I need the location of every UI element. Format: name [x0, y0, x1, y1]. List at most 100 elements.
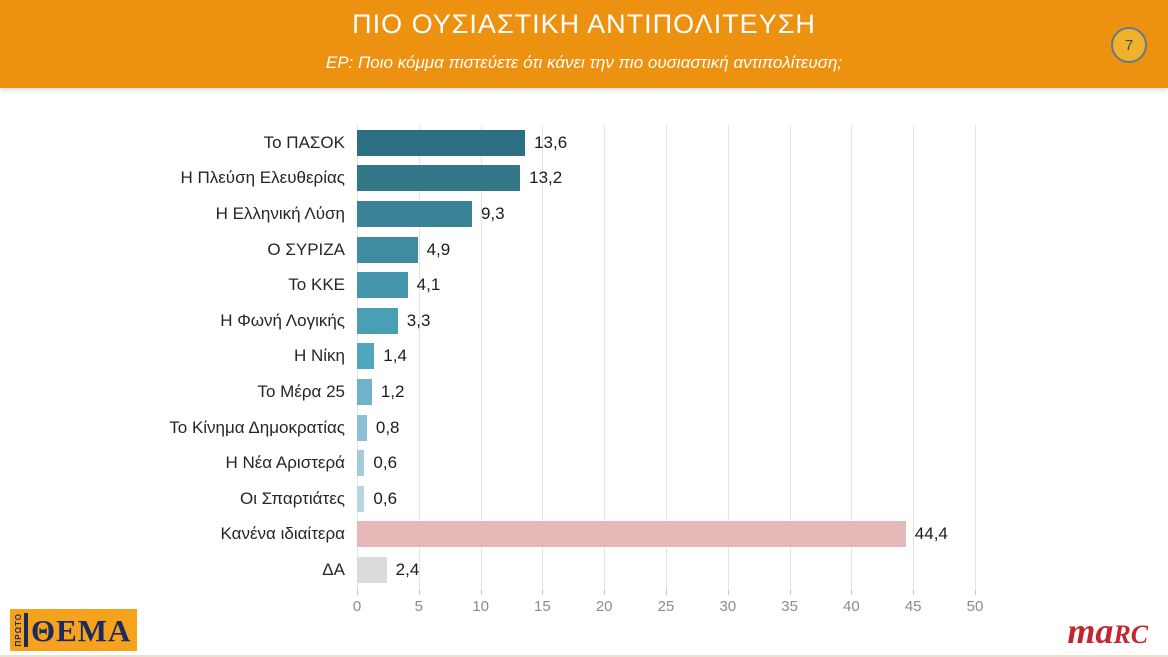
bar — [357, 272, 408, 299]
gridline — [913, 125, 915, 588]
axis-tick — [727, 588, 729, 595]
value-label: 9,3 — [480, 203, 505, 223]
page-number-badge: 7 — [1111, 27, 1147, 63]
axis-tick-label: 45 — [904, 597, 922, 615]
axis-tick — [418, 588, 420, 595]
plot-row: 1,2 — [357, 378, 975, 405]
plot-row: 1,4 — [357, 343, 975, 370]
axis-tick — [975, 588, 976, 595]
bar — [357, 414, 367, 441]
gridline — [789, 125, 791, 588]
value-label: 1,4 — [383, 346, 407, 366]
proto-thema-divider-bar — [24, 613, 28, 647]
bar-row: Το Μέρα 25 1,2 — [0, 374, 1168, 410]
plot-row: 13,2 — [357, 165, 975, 192]
axis-tick — [604, 588, 606, 595]
bar-row: Κανένα ιδιαίτερα 44,4 — [0, 517, 1168, 553]
axis-tick-label: 35 — [781, 597, 798, 615]
axis-tick-label: 5 — [414, 597, 423, 615]
category-label: Το Κίνημα Δημοκρατίας — [169, 417, 345, 437]
plot-row: 3,3 — [357, 307, 975, 334]
gridline — [975, 125, 976, 588]
plot-row: 0,6 — [357, 485, 975, 512]
bar-row: Οι Σπαρτιάτες 0,6 — [0, 481, 1168, 517]
value-label: 13,6 — [534, 132, 568, 152]
bar — [357, 378, 372, 405]
bar — [357, 450, 365, 477]
category-label: Η Πλεύση Ελευθερίας — [180, 168, 345, 188]
plot-row: 2,4 — [357, 556, 975, 583]
slide-bottom-edge — [0, 655, 1168, 657]
axis-tick — [480, 588, 482, 595]
axis-tick — [913, 588, 915, 595]
bar-chart: Το ΠΑΣΟΚ 13,6 Η Πλεύση Ελευθερίας 13,2 Η Ελλ… — [0, 125, 1168, 619]
axis-tick-label: 25 — [657, 597, 675, 615]
bar — [357, 343, 375, 370]
bar — [357, 521, 906, 548]
gridline — [542, 125, 544, 588]
value-label: 0,6 — [373, 488, 398, 508]
header-banner: ΠΙΟ ΟΥΣΙΑΣΤΙΚΗ ΑΝΤΙΠΟΛΙΤΕΥΣΗ ΕΡ: Ποιο κό… — [0, 0, 1168, 88]
bar-row: Η Φωνή Λογικής 3,3 — [0, 303, 1168, 339]
value-label: 3,3 — [406, 310, 431, 330]
value-label: 1,2 — [380, 381, 405, 401]
proto-thema-wordmark: ΘΕΜΑ — [31, 612, 132, 648]
bar — [357, 307, 398, 334]
proto-thema-logo: ΠΡΩΤΟ ΘΕΜΑ — [10, 609, 137, 651]
bar — [357, 129, 526, 156]
category-label: ΔΑ — [322, 559, 345, 579]
category-label: Η Νέα Αριστερά — [225, 453, 345, 473]
marc-logo-caps: RC — [1113, 620, 1148, 649]
gridline — [851, 125, 853, 588]
marc-logo: maRC — [1067, 613, 1148, 649]
axis-tick-label: 15 — [534, 597, 551, 615]
bar-row: Η Νίκη 1,4 — [0, 339, 1168, 375]
bar-row: Ο ΣΥΡΙΖΑ 4,9 — [0, 232, 1168, 268]
page-title: ΠΙΟ ΟΥΣΙΑΣΤΙΚΗ ΑΝΤΙΠΟΛΙΤΕΥΣΗ — [352, 9, 816, 39]
plot-row: 4,1 — [357, 272, 975, 299]
value-label: 0,6 — [373, 453, 398, 473]
gridline — [604, 125, 606, 588]
bar-row: Η Νέα Αριστερά 0,6 — [0, 445, 1168, 481]
category-label: Το ΚΚΕ — [288, 275, 345, 295]
axis-tick — [542, 588, 544, 595]
gridline — [418, 125, 420, 588]
category-label: Η Φωνή Λογικής — [220, 310, 345, 330]
value-label: 13,2 — [529, 168, 563, 188]
axis-tick-label: 0 — [352, 597, 362, 615]
marc-logo-lowercase: ma — [1067, 611, 1114, 651]
bar-rows: Το ΠΑΣΟΚ 13,6 Η Πλεύση Ελευθερίας 13,2 Η Ελλ… — [0, 125, 1168, 588]
bar-row: Το ΚΚΕ 4,1 — [0, 267, 1168, 303]
plot-row: 0,8 — [357, 414, 975, 441]
axis-tick — [357, 588, 358, 595]
plot-row: 13,6 — [357, 129, 975, 156]
bar-row: ΔΑ 2,4 — [0, 552, 1168, 588]
plot-row: 9,3 — [357, 200, 975, 227]
value-label: 4,1 — [416, 275, 441, 295]
value-label: 44,4 — [914, 524, 948, 544]
axis-tick-label: 40 — [843, 597, 860, 615]
axis-tick-label: 20 — [595, 597, 613, 615]
category-label: Οι Σπαρτιάτες — [240, 488, 345, 508]
value-label: 4,9 — [426, 239, 451, 259]
bar — [357, 485, 365, 512]
plot-row: 44,4 — [357, 521, 975, 548]
value-label: 2,4 — [395, 559, 420, 579]
bar — [357, 165, 521, 192]
category-label: Η Ελληνική Λύση — [215, 203, 345, 223]
bar — [357, 236, 418, 263]
axis-tick — [789, 588, 791, 595]
axis-tick-label: 10 — [472, 597, 489, 615]
bar-row: Το Κίνημα Δημοκρατίας 0,8 — [0, 410, 1168, 446]
plot-row: 0,6 — [357, 450, 975, 477]
category-label: Η Νίκη — [293, 346, 345, 366]
x-axis: 0 5 10 15 20 25 30 35 40 45 50 — [353, 588, 983, 619]
category-label: Ο ΣΥΡΙΖΑ — [267, 239, 345, 259]
plot-row: 4,9 — [357, 236, 975, 263]
category-label: Το ΠΑΣΟΚ — [263, 132, 345, 152]
value-label: 0,8 — [375, 417, 400, 437]
axis-tick-label: 50 — [966, 597, 984, 615]
bar-row: Η Ελληνική Λύση 9,3 — [0, 196, 1168, 232]
category-label: Το Μέρα 25 — [257, 381, 345, 401]
axis-tick — [666, 588, 667, 595]
